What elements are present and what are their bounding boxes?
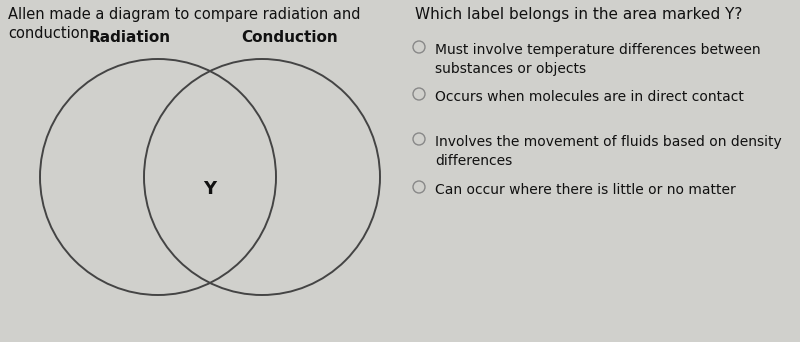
Text: Must involve temperature differences between
substances or objects: Must involve temperature differences bet…	[435, 43, 761, 76]
Text: Radiation: Radiation	[89, 30, 171, 45]
Text: conduction.: conduction.	[8, 26, 94, 41]
Text: Allen made a diagram to compare radiation and: Allen made a diagram to compare radiatio…	[8, 7, 361, 22]
Text: Y: Y	[203, 180, 217, 198]
Text: Can occur where there is little or no matter: Can occur where there is little or no ma…	[435, 183, 736, 197]
Text: Occurs when molecules are in direct contact: Occurs when molecules are in direct cont…	[435, 90, 744, 104]
Text: Which label belongs in the area marked Y?: Which label belongs in the area marked Y…	[415, 7, 742, 22]
Text: Conduction: Conduction	[242, 30, 338, 45]
Text: Involves the movement of fluids based on density
differences: Involves the movement of fluids based on…	[435, 135, 782, 168]
